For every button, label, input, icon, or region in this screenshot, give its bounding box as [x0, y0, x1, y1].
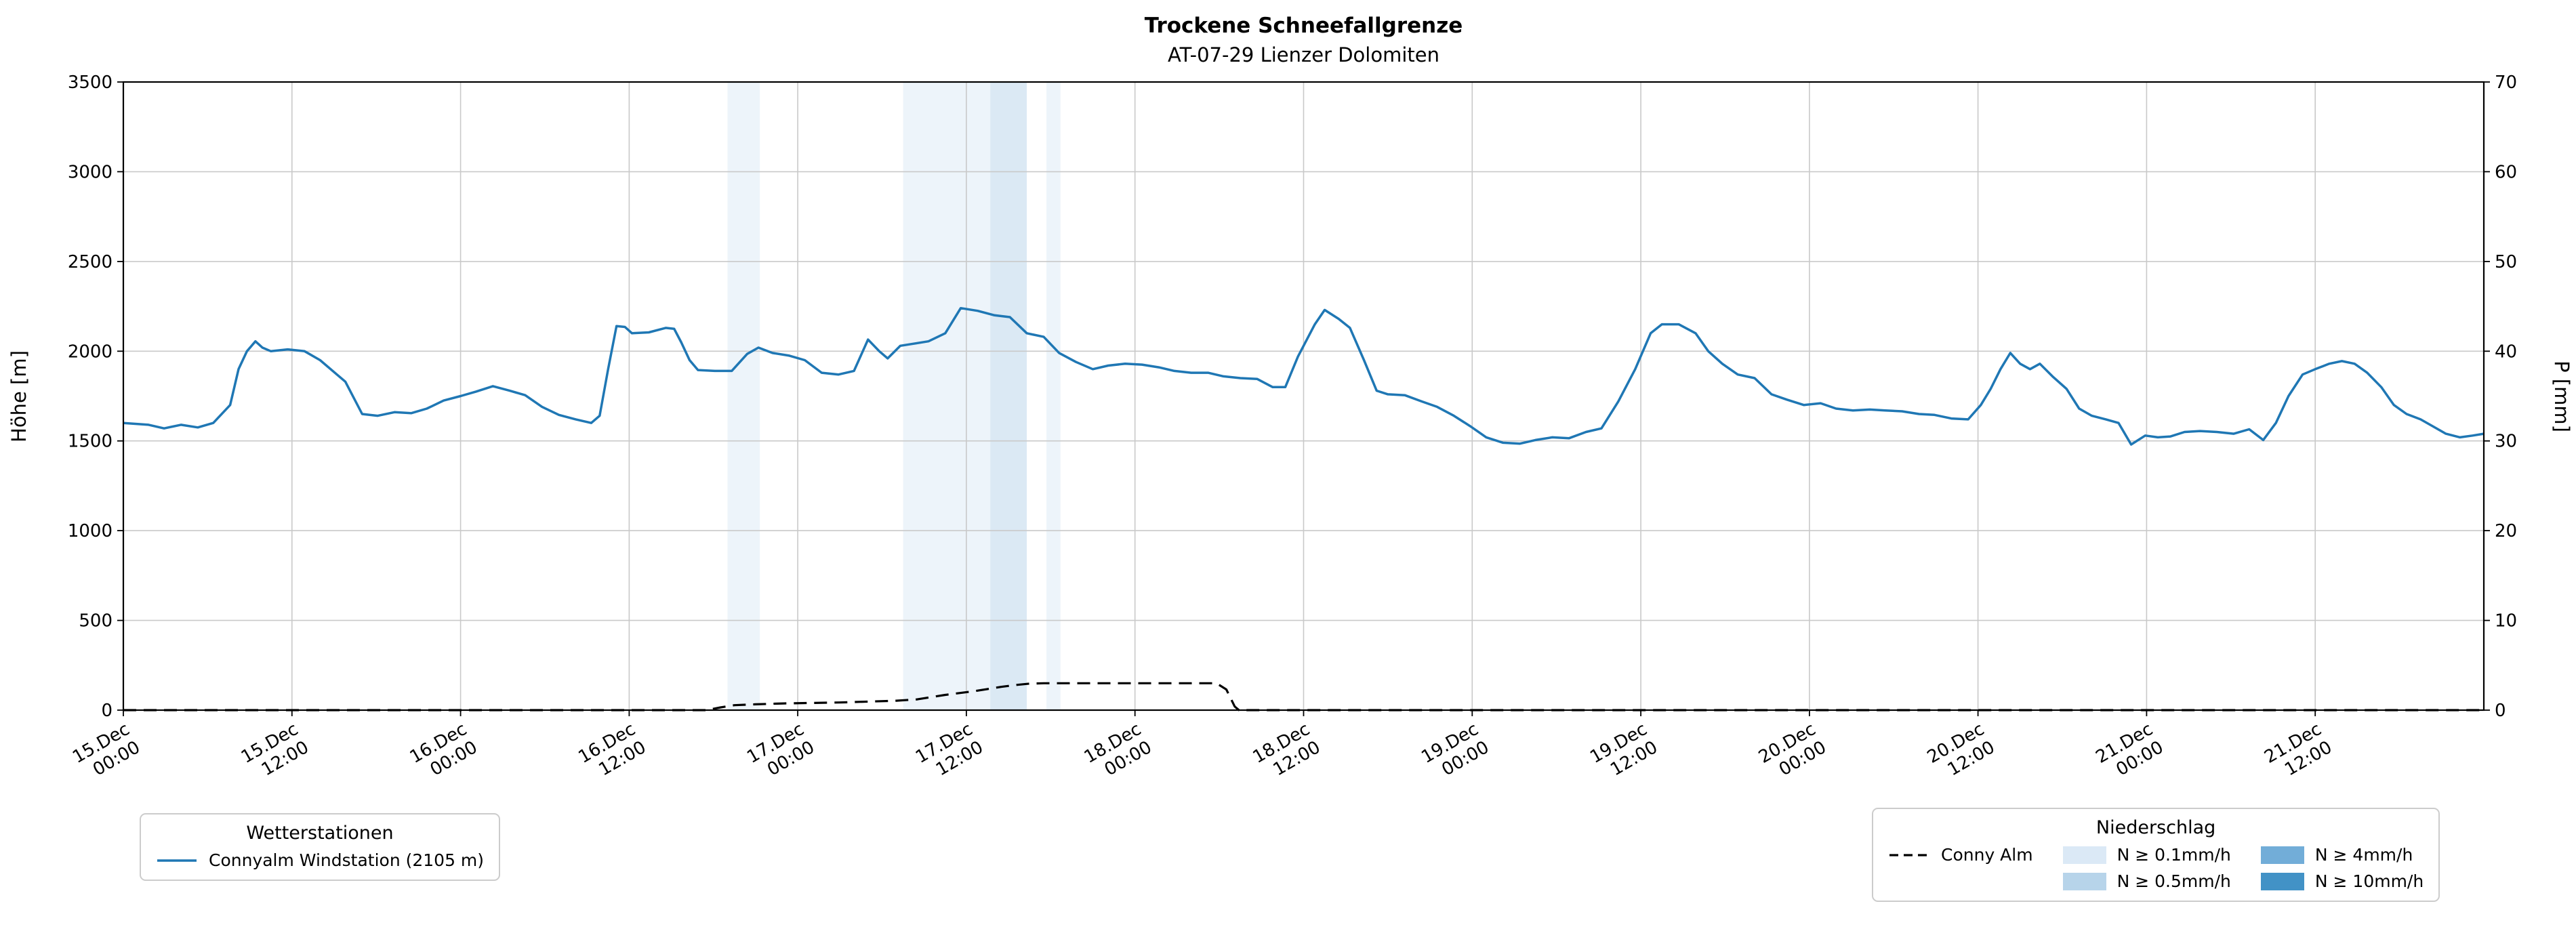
- stations-legend-title: Wetterstationen: [246, 823, 394, 844]
- x-tick-label: 15.Dec12:00: [238, 719, 312, 786]
- precip-swatch-01-icon: [2062, 846, 2106, 864]
- generated-chart: 15.Dec00:00 15.Dec12:00 16.Dec00:00 16.Dec1…: [68, 73, 2517, 786]
- y-left-tick-label: 1500: [68, 432, 113, 452]
- x-tick-label: 17.Dec00:00: [743, 719, 818, 786]
- x-tick-label: 20.Dec12:00: [1924, 719, 1999, 786]
- legend-entry-conny-alm: Conny Alm: [1888, 845, 2033, 865]
- y-left-tick-label: 3000: [68, 162, 113, 182]
- y-left-tick-label: 1000: [68, 521, 113, 541]
- precip-bands: [727, 82, 1061, 710]
- precip-swatch-05-icon: [2062, 872, 2106, 890]
- y-right-tick-label: 20: [2495, 521, 2517, 541]
- x-tick-label: 21.Dec00:00: [2093, 719, 2167, 786]
- y-left-axis-label: Höhe [m]: [7, 350, 30, 442]
- precip-swatch-4-icon: [2260, 846, 2304, 864]
- legend-entry-precip-4: N ≥ 4mm/h: [2260, 845, 2424, 865]
- precip-10-label: N ≥ 10mm/h: [2314, 871, 2424, 891]
- legend-entry-precip-10: N ≥ 10mm/h: [2260, 871, 2424, 891]
- precip-band: [1046, 82, 1061, 710]
- precip-swatch-10-icon: [2260, 872, 2304, 890]
- x-tick-label: 16.Dec00:00: [407, 719, 481, 786]
- y-right-tick-label: 40: [2495, 342, 2517, 362]
- precip-band: [990, 82, 1027, 710]
- x-tick-label: 19.Dec00:00: [1418, 719, 1492, 786]
- precip-band: [903, 82, 991, 710]
- x-tick-label: 17.Dec12:00: [912, 719, 987, 786]
- station-label: Connyalm Windstation (2105 m): [209, 850, 485, 870]
- precip-4-label: N ≥ 4mm/h: [2314, 845, 2413, 865]
- chart-subtitle: AT-07-29 Lienzer Dolomiten: [1167, 43, 1439, 66]
- precip-line: [123, 682, 2484, 711]
- y-left-tick-label: 0: [101, 701, 113, 721]
- dashed-line-sample-icon: [1889, 853, 1929, 856]
- y-right-tick-label: 30: [2495, 432, 2517, 452]
- y-left-tick-label: 2500: [68, 252, 113, 272]
- x-tick-label: 18.Dec00:00: [1081, 719, 1156, 786]
- y-right-axis-label: P [mm]: [2550, 360, 2573, 432]
- station-line-sample-icon: [157, 859, 197, 862]
- conny-alm-label: Conny Alm: [1941, 845, 2033, 865]
- x-tick-label: 20.Dec00:00: [1755, 719, 1830, 786]
- x-tick-label: 19.Dec12:00: [1587, 719, 1661, 786]
- precip-band: [727, 82, 760, 710]
- x-tick-label: 21.Dec12:00: [2261, 719, 2335, 786]
- y-right-tick-label: 0: [2495, 701, 2506, 721]
- precip-legend-grid: Conny Alm N ≥ 0.1mm/h N ≥ 0.5mm/h N ≥ 4m…: [1888, 845, 2424, 891]
- legend-entry-precip-05: N ≥ 0.5mm/h: [2062, 871, 2231, 891]
- legend-entry-station: Connyalm Windstation (2105 m): [156, 850, 484, 870]
- precip-legend-title: Niederschlag: [2095, 817, 2216, 838]
- y-right-tick-label: 10: [2495, 611, 2517, 632]
- grid: [123, 81, 2484, 711]
- station-line: [123, 306, 2485, 446]
- x-tick-label: 15.Dec00:00: [69, 719, 144, 786]
- legend-entry-precip-01: N ≥ 0.1mm/h: [2062, 845, 2231, 865]
- tick-labels: 15.Dec00:00 15.Dec12:00 16.Dec00:00 16.Dec1…: [68, 73, 2517, 786]
- precip-legend: Niederschlag Conny Alm N ≥ 0.1mm/h N ≥ 0…: [1872, 808, 2440, 902]
- y-left-tick-label: 500: [79, 611, 113, 632]
- chart-title: Trockene Schneefallgrenze: [1144, 14, 1463, 38]
- x-tick-label: 18.Dec12:00: [1250, 719, 1324, 786]
- y-right-tick-label: 50: [2495, 252, 2517, 272]
- y-left-tick-label: 2000: [68, 342, 113, 362]
- precip-01-label: N ≥ 0.1mm/h: [2117, 845, 2231, 865]
- stations-legend: Wetterstationen Connyalm Windstation (21…: [140, 813, 501, 881]
- y-left-tick-label: 3500: [68, 73, 113, 93]
- y-right-tick-label: 70: [2495, 73, 2517, 93]
- x-tick-label: 16.Dec12:00: [575, 719, 650, 786]
- tick-marks: [117, 81, 2490, 716]
- y-right-tick-label: 60: [2495, 162, 2517, 182]
- precip-05-label: N ≥ 0.5mm/h: [2117, 871, 2231, 891]
